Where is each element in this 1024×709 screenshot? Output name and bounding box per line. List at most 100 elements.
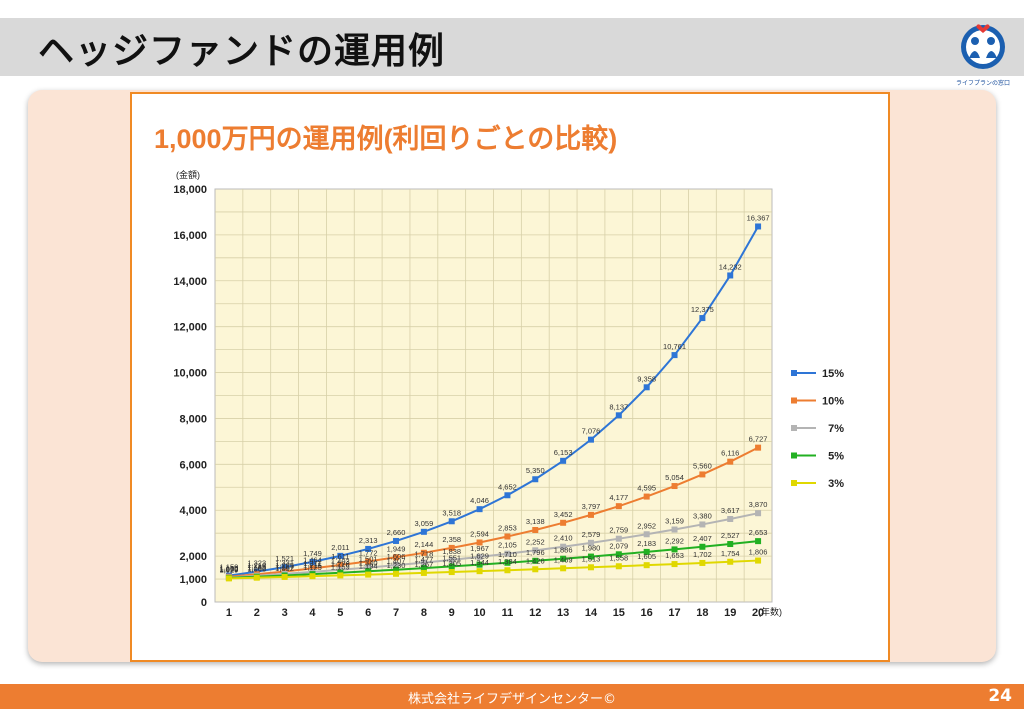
- data-point: [615, 535, 622, 542]
- slide-title: ヘッジファンドの運用例: [38, 31, 446, 72]
- x-axis-label: (年数): [758, 606, 782, 617]
- data-point: [365, 558, 372, 565]
- data-label: 2,594: [470, 529, 489, 538]
- data-point: [532, 476, 539, 483]
- data-point: [755, 510, 762, 517]
- data-label: 1,772: [359, 548, 378, 557]
- data-label: 2,853: [498, 524, 517, 533]
- data-label: 1,702: [693, 550, 712, 559]
- data-label: 1,980: [582, 544, 601, 553]
- data-point: [420, 549, 427, 556]
- data-point: [393, 537, 400, 544]
- data-point: [699, 543, 706, 550]
- data-label: 9,358: [637, 374, 656, 383]
- data-point: [587, 553, 594, 560]
- data-label: 5,350: [526, 466, 545, 475]
- data-label: 1,159: [331, 562, 350, 571]
- data-point: [309, 573, 316, 580]
- data-point: [365, 545, 372, 552]
- data-label: 1,949: [387, 544, 406, 553]
- data-point: [727, 272, 734, 279]
- data-point: [476, 561, 483, 568]
- data-label: 2,292: [665, 536, 684, 545]
- data-label: 6,153: [554, 448, 573, 457]
- y-axis-label: (金額): [176, 169, 200, 180]
- x-tick-label: 12: [529, 607, 541, 619]
- data-label: 3,059: [414, 519, 433, 528]
- data-point: [420, 528, 427, 535]
- data-label: 1,344: [470, 558, 489, 567]
- data-label: 1,267: [414, 560, 433, 569]
- data-label: 1,230: [387, 561, 406, 570]
- data-point: [727, 541, 734, 548]
- data-point: [560, 543, 567, 550]
- x-tick-label: 2: [254, 607, 260, 619]
- data-point: [337, 562, 344, 569]
- data-label: 7,076: [582, 427, 601, 436]
- data-point: [727, 558, 734, 565]
- data-point: [393, 570, 400, 577]
- data-point: [587, 436, 594, 443]
- x-tick-label: 18: [696, 607, 708, 619]
- data-point: [365, 564, 372, 571]
- data-point: [699, 559, 706, 566]
- data-point: [504, 550, 511, 557]
- data-label: 3,159: [665, 517, 684, 526]
- data-point: [699, 471, 706, 478]
- data-point: [309, 558, 316, 565]
- series-line-2: [228, 512, 759, 579]
- x-tick-label: 17: [668, 607, 680, 619]
- x-tick-label: 16: [641, 607, 653, 619]
- data-label: 1,558: [609, 553, 628, 562]
- x-tick-label: 1: [226, 607, 232, 619]
- data-point: [560, 457, 567, 464]
- data-label: 16,367: [747, 213, 770, 222]
- data-point: [337, 552, 344, 559]
- chart-title: 1,000万円の運用例(利回りごとの比較): [154, 123, 617, 154]
- data-point: [225, 575, 232, 582]
- data-point: [532, 557, 539, 564]
- data-label: 3,518: [442, 508, 461, 517]
- data-point: [532, 547, 539, 554]
- data-label: 1,125: [303, 563, 322, 572]
- data-point: [448, 569, 455, 576]
- series-line-0: [228, 225, 759, 577]
- footer-copyright: 株式会社ライフデザインセンター©: [407, 692, 616, 707]
- x-tick-label: 13: [557, 607, 569, 619]
- x-tick-label: 11: [502, 607, 514, 619]
- data-label: 2,407: [693, 534, 712, 543]
- data-point: [643, 562, 650, 569]
- data-label: 6,727: [749, 435, 768, 444]
- title-bar: ヘッジファンドの運用例 ライフプランの窓口: [0, 18, 1024, 87]
- data-label: 3,870: [749, 500, 768, 509]
- data-label: 3,452: [554, 510, 573, 519]
- data-point: [560, 555, 567, 562]
- page-number: 24: [988, 686, 1012, 706]
- y-tick-label: 2,000: [179, 551, 207, 563]
- data-label: 4,595: [637, 484, 656, 493]
- data-label: 1,886: [554, 546, 573, 555]
- data-point: [727, 458, 734, 465]
- x-tick-label: 4: [309, 607, 316, 619]
- data-label: 1,276: [331, 560, 350, 569]
- data-label: 1,551: [442, 553, 461, 562]
- data-label: 1,305: [442, 559, 461, 568]
- data-point: [476, 553, 483, 560]
- data-point: [587, 511, 594, 518]
- data-label: 1,150: [220, 563, 239, 572]
- data-point: [643, 493, 650, 500]
- data-point: [643, 548, 650, 555]
- y-tick-label: 8,000: [179, 413, 207, 425]
- data-label: 1,426: [526, 556, 545, 565]
- series-line-3: [228, 540, 759, 579]
- data-label: 1,145: [247, 563, 266, 572]
- data-label: 1,754: [721, 549, 740, 558]
- data-point: [504, 567, 511, 574]
- x-tick-label: 20: [752, 607, 764, 619]
- data-point: [560, 565, 567, 572]
- data-label: 1,403: [331, 557, 350, 566]
- data-label: 4,652: [498, 482, 517, 491]
- data-point: [476, 506, 483, 513]
- data-label: 2,105: [498, 541, 517, 550]
- data-point: [281, 564, 288, 571]
